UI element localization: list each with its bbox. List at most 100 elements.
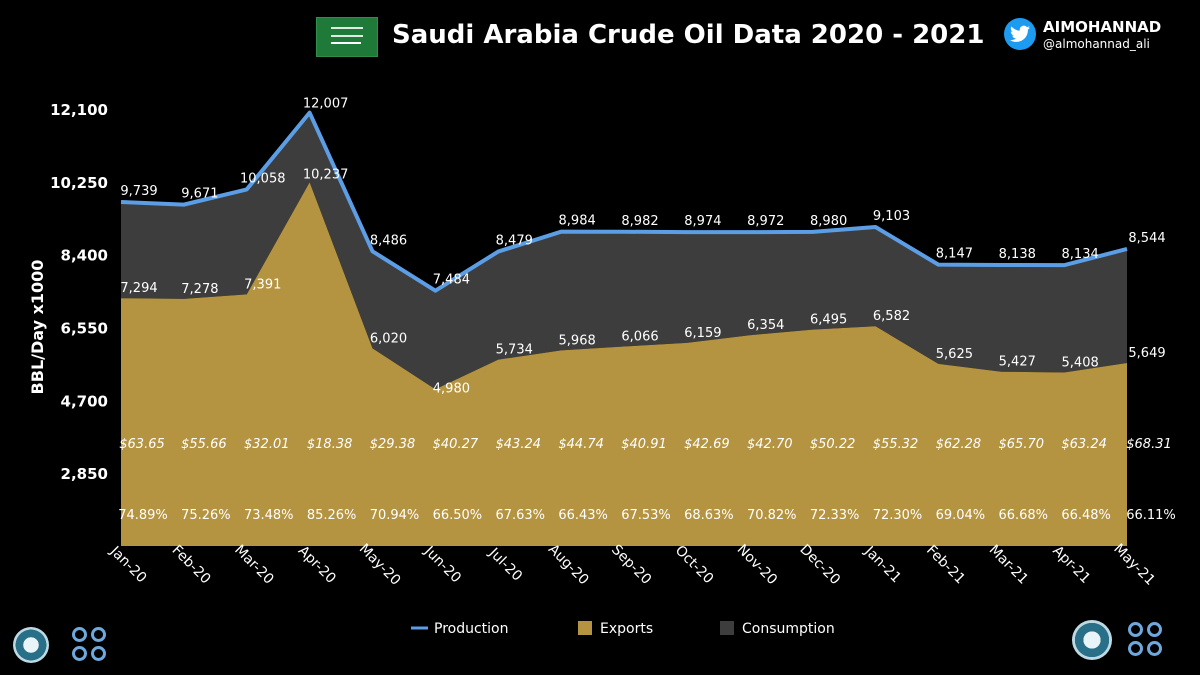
export-ratio-label: 66.50% — [433, 508, 483, 523]
oil-price-label: $63.65 — [119, 437, 165, 452]
author-name: AIMOHANNAD — [1043, 18, 1162, 36]
production-label: 10,058 — [240, 171, 286, 186]
exports-label: 4,980 — [433, 381, 470, 396]
x-tick-label: May-20 — [356, 541, 404, 589]
consumption-area — [121, 112, 1127, 390]
exports-label: 7,278 — [181, 282, 218, 297]
production-label: 8,984 — [559, 214, 596, 229]
oil-price-label: $62.28 — [936, 437, 982, 452]
export-ratio-label: 74.89% — [118, 508, 168, 523]
exports-label: 6,354 — [747, 318, 784, 333]
y-tick-label: 6,550 — [61, 320, 108, 338]
x-tick-label: Apr-21 — [1049, 543, 1093, 587]
export-ratio-label: 67.63% — [495, 508, 545, 523]
legend-label: Consumption — [742, 621, 835, 637]
production-label: 8,138 — [999, 247, 1036, 262]
x-tick-label: Sep-20 — [608, 542, 654, 588]
ministry-seal-icon — [1072, 620, 1112, 660]
oil-price-label: $42.70 — [747, 437, 793, 452]
oil-price-label: $18.38 — [307, 437, 353, 452]
export-ratio-label: 68.63% — [684, 508, 734, 523]
y-tick-label: 12,100 — [50, 101, 108, 119]
oil-price-label: $29.38 — [370, 437, 416, 452]
x-tick-label: Jul-20 — [485, 544, 525, 584]
production-label: 8,147 — [936, 247, 973, 262]
exports-label: 6,495 — [810, 313, 847, 328]
saudi-flag-icon — [316, 17, 378, 57]
oil-price-label: $43.24 — [496, 437, 542, 452]
production-label: 8,974 — [684, 214, 721, 229]
exports-label: 6,066 — [621, 330, 658, 345]
y-tick-label: 2,850 — [61, 465, 108, 483]
exports-label: 5,427 — [999, 355, 1036, 370]
production-label: 12,007 — [303, 97, 349, 112]
export-ratio-label: 66.68% — [998, 508, 1048, 523]
export-ratio-label: 72.30% — [873, 508, 923, 523]
exports-label: 6,159 — [684, 326, 721, 341]
export-ratio-label: 66.43% — [558, 508, 608, 523]
x-tick-label: Dec-20 — [796, 542, 843, 589]
oil-price-label: $55.66 — [181, 437, 227, 452]
page-title: Saudi Arabia Crude Oil Data 2020 - 2021 — [392, 20, 985, 50]
production-label: 9,671 — [181, 187, 218, 202]
exports-label: 5,408 — [1062, 355, 1099, 370]
exports-label: 6,020 — [370, 331, 407, 346]
oil-price-label: $63.24 — [1061, 437, 1107, 452]
production-label: 8,972 — [747, 214, 784, 229]
production-label: 8,486 — [370, 233, 407, 248]
x-tick-label: Mar-21 — [986, 542, 1032, 588]
oil-price-label: $40.27 — [433, 437, 479, 452]
twitter-icon — [1004, 18, 1036, 50]
export-ratio-label: 73.48% — [244, 508, 294, 523]
opec-logo-icon — [72, 627, 108, 663]
y-axis-label: BBL/Day x1000 — [28, 260, 47, 395]
production-label: 8,980 — [810, 214, 847, 229]
oil-price-label: $32.01 — [244, 437, 290, 452]
production-label: 8,544 — [1128, 231, 1165, 246]
oil-price-label: $42.69 — [684, 437, 730, 452]
export-ratio-label: 70.94% — [370, 508, 420, 523]
export-ratio-label: 66.11% — [1126, 508, 1176, 523]
oil-price-label: $44.74 — [558, 437, 604, 452]
exports-label: 5,625 — [936, 347, 973, 362]
oil-price-label: $40.91 — [621, 437, 667, 452]
legend-label: Exports — [600, 621, 653, 637]
y-tick-label: 10,250 — [50, 174, 108, 192]
production-label: 8,982 — [621, 214, 658, 229]
y-tick-label: 4,700 — [61, 392, 108, 410]
oil-price-label: $68.31 — [1126, 437, 1172, 452]
exports-label: 5,649 — [1128, 346, 1165, 361]
oil-price-label: $65.70 — [999, 437, 1045, 452]
x-tick-label: Nov-20 — [734, 542, 781, 589]
production-label: 9,103 — [873, 209, 910, 224]
export-ratio-label: 75.26% — [181, 508, 231, 523]
legend-swatch-exports — [578, 621, 592, 635]
x-tick-label: Jun-20 — [420, 543, 464, 587]
production-label: 8,479 — [496, 234, 533, 249]
x-tick-label: Aug-20 — [545, 541, 592, 588]
x-tick-label: Feb-20 — [169, 542, 214, 587]
author-handle: @almohannad_ali — [1043, 37, 1150, 51]
exports-label: 6,582 — [873, 309, 910, 324]
opec-logo-icon — [1128, 622, 1164, 658]
x-tick-label: May-21 — [1110, 541, 1158, 589]
legend-label: Production — [434, 621, 508, 637]
export-ratio-label: 72.33% — [810, 508, 860, 523]
oil-price-label: $55.32 — [873, 437, 919, 452]
x-tick-label: Jan-20 — [106, 543, 149, 586]
x-tick-label: Apr-20 — [295, 543, 339, 587]
production-label: 9,739 — [120, 184, 157, 199]
x-tick-label: Jan-21 — [861, 543, 904, 586]
exports-label: 5,734 — [496, 343, 533, 358]
export-ratio-label: 70.82% — [747, 508, 797, 523]
export-ratio-label: 69.04% — [936, 508, 986, 523]
export-ratio-label: 67.53% — [621, 508, 671, 523]
exports-label: 5,968 — [559, 333, 596, 348]
production-label: 8,134 — [1062, 247, 1099, 262]
ministry-seal-icon — [13, 627, 49, 663]
export-ratio-label: 66.48% — [1061, 508, 1111, 523]
x-tick-label: Mar-20 — [231, 542, 277, 588]
legend-swatch-consumption — [720, 621, 734, 635]
exports-label: 7,391 — [244, 277, 281, 292]
